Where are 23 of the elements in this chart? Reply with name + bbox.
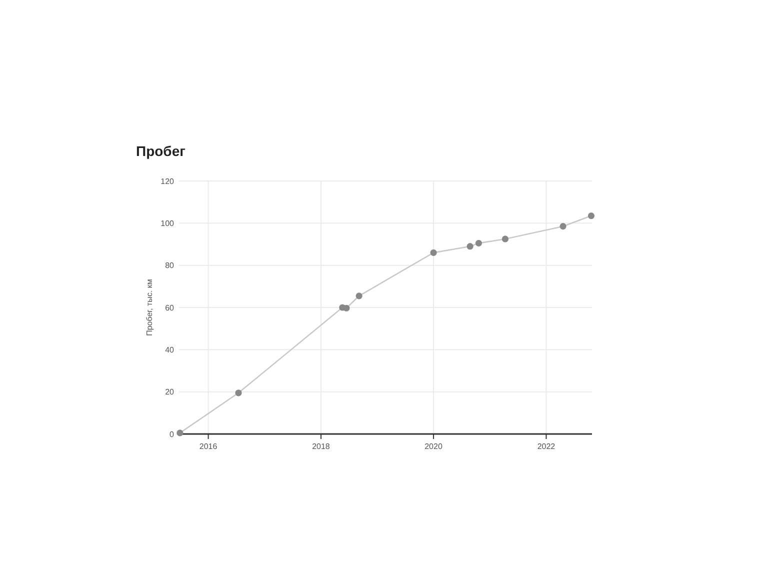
chart-title: Пробег	[136, 143, 186, 159]
point	[356, 292, 362, 300]
x-tick-label: 2020	[424, 442, 443, 451]
y-axis-title: Пробег, тыс. км	[145, 279, 154, 336]
x-tick-label: 2022	[537, 442, 556, 451]
y-tick-label: 0	[170, 430, 175, 439]
y-tick-label: 40	[165, 345, 175, 354]
y-tick-label: 60	[165, 303, 175, 312]
point	[475, 240, 482, 246]
x-tick-label: 2018	[312, 442, 330, 451]
y-tick-label: 120	[160, 176, 175, 186]
point	[588, 212, 595, 220]
point	[235, 390, 242, 396]
y-tick-label: 20	[165, 388, 175, 397]
point	[176, 430, 184, 436]
point	[430, 249, 437, 256]
point	[343, 304, 350, 312]
y-tick-label: 80	[165, 261, 175, 270]
point	[502, 236, 509, 242]
point	[466, 243, 474, 250]
point	[560, 223, 566, 230]
y-tick-label: 100	[160, 218, 175, 228]
x-tick-label: 2016	[199, 442, 218, 451]
